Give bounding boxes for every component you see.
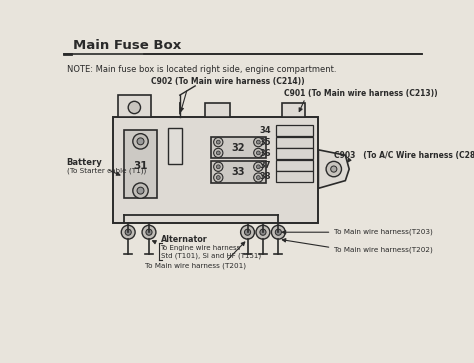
Circle shape — [260, 229, 266, 235]
Text: To Main wire harness(T202): To Main wire harness(T202) — [334, 247, 433, 253]
Text: Main Fuse Box: Main Fuse Box — [73, 39, 181, 52]
Circle shape — [214, 148, 223, 158]
Bar — [276, 171, 313, 182]
Text: C902 (To Main wire harness (C214)): C902 (To Main wire harness (C214)) — [151, 77, 305, 86]
Circle shape — [133, 134, 148, 149]
Circle shape — [214, 173, 223, 182]
Bar — [118, 95, 151, 117]
Circle shape — [272, 225, 285, 239]
Circle shape — [133, 183, 148, 198]
Text: Alternator: Alternator — [161, 236, 207, 244]
Text: 38: 38 — [259, 172, 271, 181]
Circle shape — [137, 187, 144, 194]
Text: C903   (To A/C Wire harness (C281)): C903 (To A/C Wire harness (C281)) — [334, 151, 474, 160]
Circle shape — [275, 229, 282, 235]
Circle shape — [245, 229, 251, 235]
Bar — [282, 103, 305, 117]
Bar — [276, 148, 313, 159]
Circle shape — [214, 162, 223, 171]
Bar — [124, 130, 157, 197]
Circle shape — [256, 140, 260, 144]
Circle shape — [326, 162, 341, 177]
Bar — [113, 117, 319, 223]
Text: 33: 33 — [232, 167, 245, 177]
Text: 34: 34 — [259, 126, 271, 135]
Circle shape — [216, 140, 220, 144]
Text: 36: 36 — [259, 149, 271, 158]
Circle shape — [256, 165, 260, 169]
Text: (To Starter cable (T1)): (To Starter cable (T1)) — [66, 167, 146, 174]
Text: 35: 35 — [259, 138, 271, 147]
Circle shape — [146, 229, 152, 235]
Text: Battery: Battery — [66, 158, 102, 167]
Circle shape — [331, 166, 337, 172]
Circle shape — [256, 176, 260, 179]
Circle shape — [121, 225, 135, 239]
Bar — [168, 128, 182, 164]
Circle shape — [137, 138, 144, 145]
Circle shape — [254, 162, 263, 171]
Circle shape — [216, 165, 220, 169]
Text: To Main wire harness(T203): To Main wire harness(T203) — [334, 229, 433, 236]
Circle shape — [256, 225, 270, 239]
Circle shape — [214, 138, 223, 147]
Bar — [210, 137, 266, 158]
Text: C901 (To Main wire harness (C213)): C901 (To Main wire harness (C213)) — [284, 89, 438, 98]
Bar — [210, 162, 266, 183]
Text: 32: 32 — [232, 143, 245, 152]
Circle shape — [254, 148, 263, 158]
Circle shape — [128, 101, 140, 114]
Text: 37: 37 — [259, 161, 271, 170]
Bar — [276, 160, 313, 171]
Circle shape — [142, 225, 156, 239]
Polygon shape — [319, 150, 349, 188]
Text: NOTE: Main fuse box is located right side, engine compartment.: NOTE: Main fuse box is located right sid… — [66, 65, 336, 74]
Text: 31: 31 — [133, 161, 148, 171]
Circle shape — [216, 176, 220, 179]
Circle shape — [216, 151, 220, 155]
Text: To Engine wire harness: To Engine wire harness — [161, 245, 241, 252]
Circle shape — [254, 173, 263, 182]
Circle shape — [254, 138, 263, 147]
Bar — [205, 103, 230, 117]
Circle shape — [241, 225, 255, 239]
Bar — [276, 137, 313, 147]
Bar — [276, 125, 313, 136]
Circle shape — [256, 151, 260, 155]
Text: To Main wire harness (T201): To Main wire harness (T201) — [145, 262, 246, 269]
Circle shape — [125, 229, 131, 235]
Text: Std (T101), Si and HF (T151): Std (T101), Si and HF (T151) — [161, 252, 261, 258]
